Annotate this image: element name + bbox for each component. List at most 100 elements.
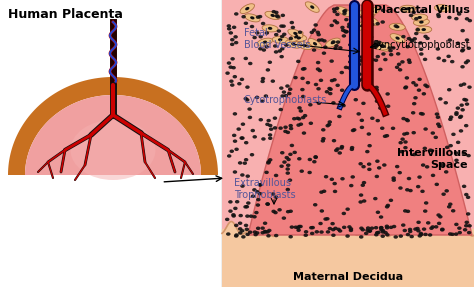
Ellipse shape	[344, 66, 348, 69]
Ellipse shape	[460, 65, 465, 69]
Ellipse shape	[405, 76, 409, 79]
Ellipse shape	[423, 209, 428, 213]
Ellipse shape	[245, 86, 250, 89]
Ellipse shape	[338, 46, 343, 50]
Ellipse shape	[231, 66, 236, 69]
Ellipse shape	[430, 225, 435, 229]
Ellipse shape	[283, 94, 288, 97]
Ellipse shape	[405, 132, 410, 135]
Ellipse shape	[296, 228, 301, 232]
Ellipse shape	[375, 100, 379, 103]
Ellipse shape	[319, 38, 324, 42]
Ellipse shape	[331, 234, 336, 237]
Ellipse shape	[389, 53, 393, 56]
Ellipse shape	[321, 137, 326, 140]
Ellipse shape	[288, 88, 292, 91]
Ellipse shape	[401, 117, 406, 120]
Ellipse shape	[312, 28, 316, 32]
Ellipse shape	[403, 140, 408, 144]
Ellipse shape	[253, 135, 257, 139]
Ellipse shape	[449, 115, 454, 119]
Ellipse shape	[380, 44, 384, 48]
Ellipse shape	[369, 42, 374, 46]
Ellipse shape	[362, 199, 366, 203]
Ellipse shape	[309, 226, 314, 229]
Ellipse shape	[359, 59, 363, 63]
Ellipse shape	[381, 20, 385, 24]
Ellipse shape	[366, 132, 371, 136]
Ellipse shape	[238, 214, 243, 217]
Ellipse shape	[238, 222, 242, 225]
Bar	[222, 0, 474, 229]
Ellipse shape	[419, 232, 423, 235]
Ellipse shape	[374, 233, 379, 236]
Ellipse shape	[261, 77, 265, 80]
Ellipse shape	[342, 212, 346, 215]
Ellipse shape	[421, 92, 426, 96]
Ellipse shape	[362, 181, 366, 184]
Ellipse shape	[462, 82, 466, 86]
Ellipse shape	[454, 151, 458, 155]
Ellipse shape	[408, 189, 413, 192]
Ellipse shape	[428, 148, 433, 152]
Ellipse shape	[265, 68, 270, 72]
Ellipse shape	[405, 119, 410, 122]
Ellipse shape	[319, 209, 324, 213]
Ellipse shape	[367, 144, 372, 148]
Ellipse shape	[308, 103, 312, 106]
Ellipse shape	[434, 5, 450, 12]
Ellipse shape	[392, 179, 396, 182]
Ellipse shape	[280, 35, 284, 38]
Ellipse shape	[398, 68, 402, 71]
Ellipse shape	[375, 160, 380, 163]
Ellipse shape	[247, 107, 252, 111]
Ellipse shape	[244, 97, 248, 100]
Ellipse shape	[323, 217, 328, 221]
Ellipse shape	[467, 86, 472, 89]
Ellipse shape	[273, 211, 278, 214]
Ellipse shape	[447, 205, 451, 209]
Ellipse shape	[258, 183, 262, 187]
Ellipse shape	[379, 226, 383, 230]
Ellipse shape	[263, 230, 268, 234]
Ellipse shape	[462, 98, 467, 101]
Ellipse shape	[298, 225, 303, 228]
Ellipse shape	[423, 35, 428, 38]
Ellipse shape	[244, 22, 248, 25]
Ellipse shape	[285, 171, 290, 175]
Ellipse shape	[465, 221, 469, 224]
Ellipse shape	[353, 84, 357, 88]
Ellipse shape	[339, 71, 344, 74]
Ellipse shape	[331, 40, 336, 44]
Ellipse shape	[368, 26, 373, 30]
Ellipse shape	[355, 20, 369, 31]
Ellipse shape	[254, 233, 258, 236]
Ellipse shape	[288, 179, 292, 182]
Ellipse shape	[436, 13, 440, 16]
Ellipse shape	[289, 127, 293, 130]
Ellipse shape	[277, 29, 281, 33]
Ellipse shape	[260, 80, 265, 83]
Ellipse shape	[365, 150, 370, 153]
Ellipse shape	[454, 113, 459, 116]
Ellipse shape	[346, 25, 351, 28]
Ellipse shape	[464, 61, 468, 64]
Ellipse shape	[399, 141, 403, 144]
Ellipse shape	[266, 160, 271, 164]
Ellipse shape	[464, 193, 469, 196]
Ellipse shape	[464, 98, 468, 102]
Ellipse shape	[435, 183, 439, 186]
Ellipse shape	[392, 225, 396, 228]
Ellipse shape	[292, 151, 297, 154]
Ellipse shape	[255, 31, 260, 35]
Ellipse shape	[303, 114, 307, 117]
Ellipse shape	[400, 5, 416, 12]
Ellipse shape	[419, 233, 423, 236]
Ellipse shape	[408, 230, 412, 233]
Ellipse shape	[245, 205, 249, 208]
Ellipse shape	[271, 192, 275, 196]
Ellipse shape	[240, 184, 245, 188]
Ellipse shape	[419, 21, 424, 24]
Ellipse shape	[370, 23, 374, 26]
Ellipse shape	[329, 59, 334, 63]
